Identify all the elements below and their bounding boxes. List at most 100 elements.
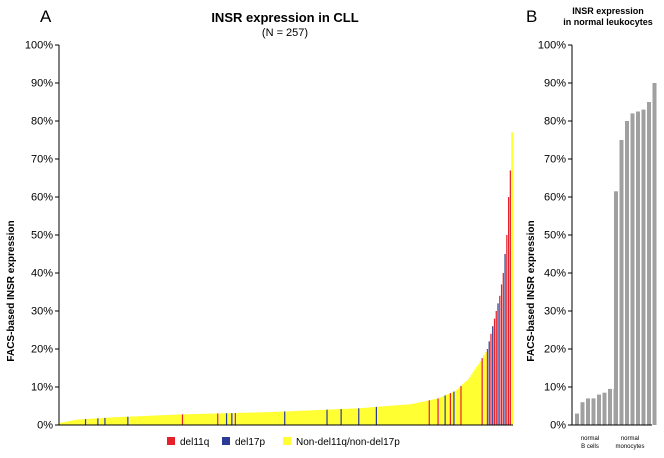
bar-non_del	[329, 409, 332, 425]
bar-non_del	[93, 418, 96, 425]
bar-non_del	[223, 413, 227, 425]
bar-del17p	[488, 341, 490, 425]
bar-non_del	[431, 399, 435, 425]
bar-non_del	[331, 409, 334, 425]
bar-non_del	[255, 412, 258, 425]
bar-non_del	[153, 415, 156, 425]
bar-non_del	[60, 422, 63, 425]
bar-non_del	[361, 408, 364, 425]
bar-non_del	[364, 407, 368, 425]
bar-non_del	[292, 411, 295, 425]
bar-del11q	[507, 197, 510, 425]
bar-non_del	[208, 413, 211, 425]
bar-non_del	[192, 414, 195, 425]
bar-del11q	[500, 284, 503, 425]
bar-non_del	[419, 402, 422, 425]
bar-del11q	[234, 412, 237, 425]
bar-non_del	[107, 417, 110, 425]
bar-non_del	[410, 404, 413, 425]
bar-non_del	[199, 413, 202, 425]
bar-non_del	[65, 421, 68, 425]
bar-non_del	[123, 416, 126, 425]
panel-a-ytick-label: 70%	[31, 154, 53, 166]
bar-non_del	[299, 410, 302, 425]
legend-label-non-del: Non-del11q/non-del17p	[296, 437, 400, 448]
bar-non_del	[132, 416, 135, 425]
bar-non_del	[474, 369, 477, 425]
bar-del11q	[486, 349, 489, 425]
bar-non_del	[112, 417, 116, 425]
bar-non_del	[409, 404, 412, 425]
bar-non_del	[215, 413, 218, 425]
bar-normal-monocytes	[630, 113, 635, 426]
bar-non_del	[61, 422, 64, 425]
panel-a-ytick-label: 0%	[37, 420, 53, 432]
bar-non_del	[259, 412, 262, 425]
bar-del11q	[490, 333, 492, 425]
bar-del17p	[284, 411, 286, 425]
panel-a-ylabel: FACS-based INSR expression	[6, 220, 17, 361]
bar-non_del	[239, 412, 242, 425]
bar-non_del	[342, 408, 345, 425]
bar-non_del	[483, 355, 486, 425]
bar-non_del	[209, 413, 212, 425]
bar-non_del	[394, 405, 398, 425]
bar-non_del	[178, 414, 181, 425]
bar-non_del	[345, 408, 348, 425]
panel-b-ylabel: FACS-based INSR expression	[526, 220, 537, 361]
bar-non_del	[467, 379, 470, 425]
bar-non_del	[368, 407, 371, 425]
bar-normal-monocytes	[636, 111, 640, 425]
panel-a-ytick-label: 60%	[31, 192, 53, 204]
bar-non_del	[158, 415, 161, 425]
bar-non_del	[386, 406, 389, 425]
bar-non_del	[269, 412, 272, 425]
bar-non_del	[146, 415, 149, 425]
panel-b-group-label-monocytes-line1: normal	[621, 436, 639, 442]
bar-non_del	[414, 403, 417, 425]
bar-normal-monocytes	[619, 140, 624, 425]
panel-b-ytick-label: 90%	[544, 78, 566, 90]
bar-non_del	[260, 412, 264, 425]
bar-non_del	[114, 417, 117, 425]
bar-non_del	[236, 412, 239, 425]
bar-non_del	[347, 408, 350, 425]
bar-non_del	[377, 406, 380, 425]
bar-non_del	[63, 422, 66, 425]
bar-non_del	[74, 420, 77, 425]
panel-b-ytick-label: 20%	[544, 344, 566, 356]
bar-non_del	[162, 415, 165, 425]
bar-non_del	[285, 411, 288, 425]
bar-non_del	[278, 411, 281, 425]
bar-non_del	[144, 415, 147, 425]
bar-non_del	[463, 382, 466, 425]
bar-del17p	[453, 391, 455, 425]
bar-non_del	[387, 405, 391, 425]
bar-non_del	[456, 389, 459, 425]
bar-non_del	[310, 410, 313, 425]
bar-non_del	[137, 416, 140, 425]
bar-non_del	[248, 412, 251, 425]
panel-a-ytick-label: 50%	[31, 230, 53, 242]
bar-non_del	[172, 414, 175, 425]
panel-a-ytick-label: 90%	[31, 78, 53, 90]
bar-non_del	[338, 409, 341, 425]
bar-non_del	[334, 409, 338, 425]
bar-non_del	[252, 412, 255, 425]
panel-b-ytick-label: 40%	[544, 268, 566, 280]
bar-del11q	[449, 393, 452, 425]
bar-non_del	[183, 414, 186, 425]
bar-non_del	[119, 417, 123, 425]
bar-non_del	[327, 409, 331, 425]
bar-non_del	[320, 409, 324, 425]
bar-del17p	[97, 418, 99, 425]
bar-non_del	[130, 416, 133, 425]
bar-non_del	[287, 411, 290, 425]
bar-non_del	[398, 405, 401, 425]
bar-non_del	[134, 416, 137, 425]
panel-a-bars	[60, 132, 514, 425]
bar-non_del	[165, 415, 168, 425]
bar-non_del	[465, 381, 468, 425]
bar-non_del	[121, 416, 124, 425]
bar-non_del	[190, 414, 193, 425]
